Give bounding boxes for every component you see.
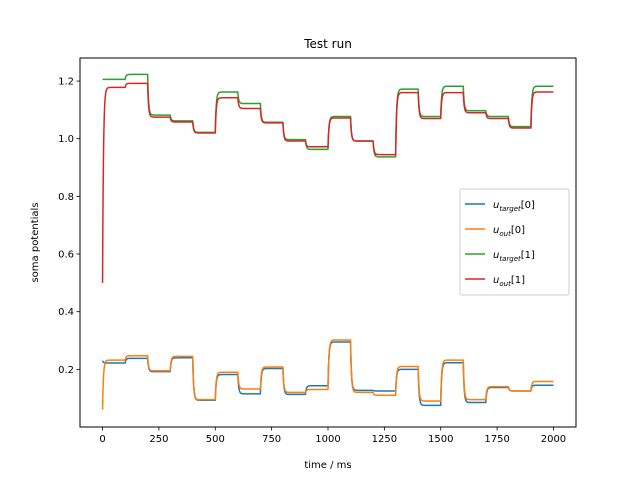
y-axis-label: soma potentials [30,202,41,282]
x-axis: 0 250 500 750 1000 1250 1500 1750 2000 [99,427,566,445]
y-tick-label: 0.2 [58,365,74,376]
legend-frame [459,188,570,296]
y-tick-label: 1.0 [58,134,74,145]
y-tick-label: 0.8 [58,192,74,203]
y-tick-label: 1.2 [58,77,74,88]
x-tick-label: 0 [99,434,105,445]
y-axis: 0.2 0.4 0.6 0.8 1.0 1.2 [58,77,80,376]
legend-label: utarget[1] [493,250,535,263]
series-line-1 [101,339,554,410]
x-tick-label: 750 [262,434,281,445]
x-axis-label: time / ms [304,460,351,471]
x-tick-label: 500 [206,434,225,445]
legend-label: uout[1] [493,275,525,288]
legend-label: utarget[0] [493,200,535,213]
x-tick-label: 1250 [372,434,397,445]
x-tick-label: 1750 [484,434,509,445]
x-tick-label: 1500 [428,434,453,445]
series-line-3 [101,82,554,283]
y-tick-label: 0.4 [58,307,74,318]
legend: utarget[0] uout[0] utarget[1] uout[1] [459,188,570,296]
x-tick-label: 2000 [541,434,566,445]
x-tick-label: 1000 [315,434,340,445]
y-tick-label: 0.6 [58,250,74,261]
axes-frame [79,57,577,428]
plot-area [101,73,554,410]
chart-title: Test run [303,37,352,51]
x-tick-label: 250 [149,434,168,445]
legend-label: uout[0] [493,225,525,238]
series-line-2 [102,73,554,158]
